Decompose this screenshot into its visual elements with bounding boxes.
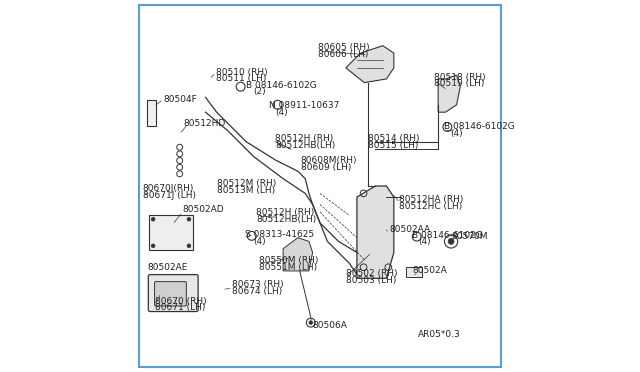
Polygon shape bbox=[346, 46, 394, 83]
Text: 80670J(RH): 80670J(RH) bbox=[143, 184, 194, 193]
Text: 80514 (RH): 80514 (RH) bbox=[368, 134, 419, 143]
Text: (2): (2) bbox=[253, 87, 266, 96]
Text: 80608M(RH): 80608M(RH) bbox=[301, 156, 357, 166]
Circle shape bbox=[309, 321, 312, 324]
Text: 80511 (LH): 80511 (LH) bbox=[216, 74, 266, 83]
Text: 80519 (LH): 80519 (LH) bbox=[434, 79, 484, 88]
Text: N 08911-10637: N 08911-10637 bbox=[269, 101, 340, 110]
Text: 80609 (LH): 80609 (LH) bbox=[301, 163, 351, 172]
Text: 80605 (RH): 80605 (RH) bbox=[318, 43, 370, 52]
Text: 80502AE: 80502AE bbox=[147, 263, 188, 272]
Text: 80503 (LH): 80503 (LH) bbox=[346, 276, 396, 285]
Text: AR05*0.3: AR05*0.3 bbox=[417, 330, 460, 339]
Text: 80512HA (RH): 80512HA (RH) bbox=[399, 195, 464, 204]
Text: 80502AD: 80502AD bbox=[182, 205, 224, 214]
Text: 80512HC (LH): 80512HC (LH) bbox=[399, 202, 463, 211]
Text: 80502 (RH): 80502 (RH) bbox=[346, 269, 397, 278]
Circle shape bbox=[448, 238, 454, 244]
Circle shape bbox=[187, 217, 191, 221]
FancyBboxPatch shape bbox=[149, 215, 193, 250]
Text: 80512HB(LH): 80512HB(LH) bbox=[257, 215, 317, 224]
Text: 80673 (RH): 80673 (RH) bbox=[232, 280, 284, 289]
Polygon shape bbox=[438, 75, 460, 112]
Text: (4): (4) bbox=[275, 108, 287, 117]
Text: S 08313-41625: S 08313-41625 bbox=[245, 230, 314, 239]
Text: 80570M: 80570M bbox=[451, 232, 488, 241]
Circle shape bbox=[151, 244, 155, 248]
Text: (4): (4) bbox=[450, 129, 463, 138]
Text: 80502A: 80502A bbox=[412, 266, 447, 275]
Text: 80671J (LH): 80671J (LH) bbox=[143, 191, 196, 200]
Text: 80518 (RH): 80518 (RH) bbox=[434, 73, 485, 81]
Text: 80515 (LH): 80515 (LH) bbox=[368, 141, 419, 150]
Text: (4): (4) bbox=[418, 237, 431, 246]
Text: 80550M (RH): 80550M (RH) bbox=[259, 256, 319, 265]
FancyBboxPatch shape bbox=[147, 100, 156, 126]
Text: 80513M (LH): 80513M (LH) bbox=[218, 186, 275, 195]
FancyBboxPatch shape bbox=[148, 275, 198, 311]
Text: 80504F: 80504F bbox=[163, 95, 197, 104]
FancyBboxPatch shape bbox=[406, 267, 422, 277]
Text: 80506A: 80506A bbox=[312, 321, 347, 330]
Text: 80510 (RH): 80510 (RH) bbox=[216, 68, 268, 77]
Text: 80551M (LH): 80551M (LH) bbox=[259, 263, 317, 272]
Text: 80670 (RH): 80670 (RH) bbox=[155, 297, 206, 306]
Circle shape bbox=[187, 244, 191, 248]
Text: 80674 (LH): 80674 (LH) bbox=[232, 287, 283, 296]
Text: 80502AA: 80502AA bbox=[389, 225, 431, 234]
Text: B 08146-6102G: B 08146-6102G bbox=[444, 122, 515, 131]
Text: (4): (4) bbox=[253, 237, 266, 246]
Text: 80512H (RH): 80512H (RH) bbox=[257, 208, 315, 217]
Text: 80512H (RH): 80512H (RH) bbox=[275, 134, 333, 143]
Polygon shape bbox=[283, 238, 312, 271]
Text: B 08146-6102G: B 08146-6102G bbox=[412, 231, 483, 240]
Text: B 08146-6102G: B 08146-6102G bbox=[246, 81, 317, 90]
Circle shape bbox=[151, 217, 155, 221]
Text: 80512HD: 80512HD bbox=[184, 119, 226, 128]
Text: 80671 (LH): 80671 (LH) bbox=[155, 303, 205, 312]
Text: 80512HB(LH): 80512HB(LH) bbox=[275, 141, 335, 150]
Text: 80606 (LH): 80606 (LH) bbox=[318, 50, 369, 59]
FancyBboxPatch shape bbox=[155, 282, 186, 306]
Polygon shape bbox=[357, 186, 394, 278]
Text: 80512M (RH): 80512M (RH) bbox=[218, 179, 276, 188]
